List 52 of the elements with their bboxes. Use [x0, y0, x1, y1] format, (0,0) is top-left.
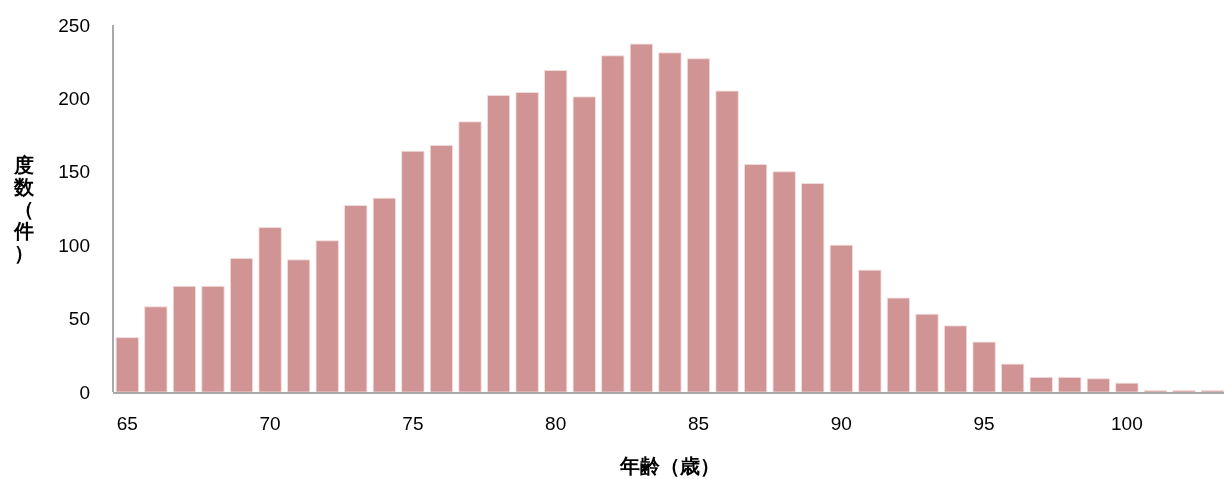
bar [144, 306, 168, 393]
bar [115, 337, 139, 393]
bar [629, 43, 653, 393]
y-tick-label: 200 [58, 87, 90, 109]
bar [315, 240, 339, 393]
y-axis-title: 度数（件） [13, 154, 35, 264]
bar [886, 297, 910, 393]
y-tick-label: 50 [68, 308, 90, 330]
x-tick-label: 85 [687, 413, 710, 434]
bar [858, 269, 882, 393]
y-tick-label: 100 [58, 234, 90, 256]
bar [429, 144, 453, 393]
bar [1001, 363, 1025, 393]
x-tick-label: 75 [402, 413, 424, 434]
bar [715, 90, 739, 393]
bar [287, 259, 311, 393]
bar [258, 227, 282, 393]
bar [744, 164, 768, 393]
bar [972, 341, 996, 393]
bar [515, 92, 539, 393]
bar [544, 70, 568, 393]
bar [1086, 378, 1110, 393]
x-tick-label: 65 [116, 413, 138, 434]
x-axis-title: 年齢（歳） [619, 455, 720, 477]
bar [487, 95, 511, 393]
bar [686, 58, 711, 393]
bar [801, 183, 825, 393]
bar [372, 197, 396, 393]
y-tick-label: 150 [58, 161, 90, 183]
x-tick-label: 70 [259, 413, 281, 434]
bar [829, 244, 853, 393]
bar [943, 325, 968, 393]
y-tick-label: 0 [79, 381, 90, 403]
x-tick-label: 100 [1111, 413, 1143, 434]
x-tick-label: 90 [830, 413, 852, 434]
bar [401, 150, 425, 393]
bar [658, 52, 682, 393]
bar [1058, 376, 1082, 393]
bar [458, 121, 482, 393]
y-tick-label: 250 [58, 14, 90, 36]
bar [201, 285, 225, 393]
x-tick-label: 95 [973, 413, 995, 434]
bar [1115, 382, 1139, 393]
bar [1029, 376, 1053, 393]
bar [344, 205, 368, 393]
bar [915, 313, 939, 393]
bar [172, 285, 196, 393]
bar [572, 96, 596, 393]
bar [772, 171, 796, 393]
bar [601, 55, 625, 393]
x-tick-label: 80 [545, 413, 567, 434]
bar [229, 258, 254, 393]
